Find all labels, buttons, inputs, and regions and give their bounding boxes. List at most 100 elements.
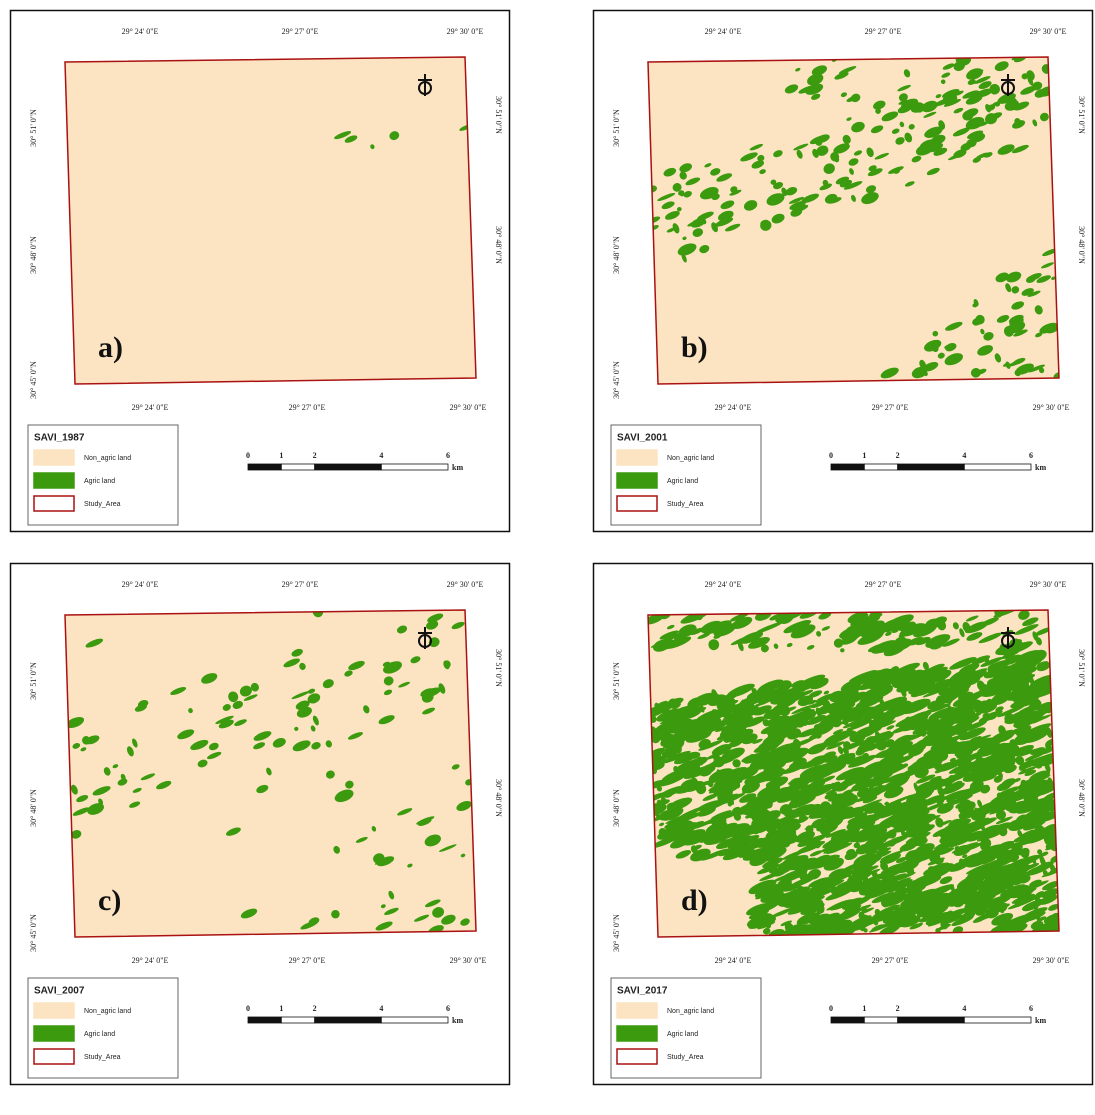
legend-swatch [617,1026,657,1041]
scale-segment [864,1017,897,1023]
scale-segment [315,464,382,470]
figure: 29° 24' 0"E 29° 27' 0"E 29° 30' 0"E 29° 24'… [0,0,1095,1110]
top-tick-label: 29° 30' 0"E [447,27,484,36]
left-tick-label: 30° 45' 0"N [612,914,621,952]
left-tick-label: 30° 45' 0"N [29,914,38,952]
scale-label: 0 [829,451,833,460]
legend-item: Study_Area [84,1054,121,1061]
scale-segment [831,1017,864,1023]
bottom-tick-label: 29° 24' 0"E [715,956,752,965]
map-panel: 29° 24' 0"E 29° 27' 0"E 29° 30' 0"E 29° 24'… [594,11,1093,532]
left-tick-label: 30° 45' 0"N [29,361,38,399]
scale-label: 2 [313,1004,317,1013]
top-tick-label: 29° 27' 0"E [865,27,902,36]
legend-item: Non_agric land [667,1008,714,1015]
scale-segment [964,1017,1031,1023]
bottom-tick-label: 29° 27' 0"E [289,956,326,965]
bottom-tick-label: 29° 27' 0"E [872,403,909,412]
legend-swatch [617,496,657,511]
scale-label: 0 [246,451,250,460]
panel-label: b) [681,331,708,364]
scale-segment [315,1017,382,1023]
left-tick-label: 30° 48' 0"N [612,789,621,827]
scale-segment [381,1017,448,1023]
scale-label: 1 [279,451,283,460]
legend-title: SAVI_2017 [617,986,668,997]
right-tick-label: 30° 48' 0"N [494,226,503,264]
bottom-tick-label: 29° 27' 0"E [872,956,909,965]
top-tick-label: 29° 24' 0"E [705,580,742,589]
legend-swatch [34,1049,74,1064]
top-tick-label: 29° 27' 0"E [865,580,902,589]
left-tick-label: 30° 51' 0"N [29,109,38,147]
right-tick-label: 30° 48' 0"N [1077,226,1086,264]
legend-title: SAVI_2007 [34,986,85,997]
right-tick-label: 30° 51' 0"N [494,96,503,134]
scale-unit: km [452,463,463,472]
right-tick-label: 30° 48' 0"N [494,779,503,817]
scale-label: 1 [279,1004,283,1013]
bottom-tick-label: 29° 30' 0"E [1033,403,1070,412]
bottom-tick-label: 29° 27' 0"E [289,403,326,412]
legend-item: Agric land [84,478,115,485]
legend-swatch [34,1003,74,1018]
top-tick-label: 29° 27' 0"E [282,27,319,36]
legend-swatch [617,1003,657,1018]
scale-label: 4 [379,451,383,460]
scale-label: 4 [379,1004,383,1013]
left-tick-label: 30° 48' 0"N [29,236,38,274]
scale-label: 2 [896,451,900,460]
legend-swatch [617,450,657,465]
legend-item: Non_agric land [84,1008,131,1015]
scale-label: 0 [246,1004,250,1013]
left-tick-label: 30° 51' 0"N [612,662,621,700]
scale-segment [964,464,1031,470]
top-tick-label: 29° 30' 0"E [447,580,484,589]
scale-label: 4 [962,1004,966,1013]
left-tick-label: 30° 48' 0"N [29,789,38,827]
panel-label: c) [98,884,121,917]
legend-swatch [34,496,74,511]
bottom-tick-label: 29° 24' 0"E [715,403,752,412]
map-panel: 29° 24' 0"E29° 27' 0"E29° 30' 0"E29° 24'… [11,564,510,1085]
legend-swatch [34,1026,74,1041]
bottom-tick-label: 29° 30' 0"E [450,956,487,965]
scale-segment [864,464,897,470]
scale-label: 4 [962,451,966,460]
left-tick-label: 30° 48' 0"N [612,236,621,274]
right-tick-label: 30° 51' 0"N [1077,96,1086,134]
panel-label: d) [681,884,708,917]
right-tick-label: 30° 51' 0"N [1077,649,1086,687]
scale-segment [898,464,965,470]
scale-segment [281,464,314,470]
scale-unit: km [1035,463,1046,472]
top-tick-label: 29° 30' 0"E [1030,580,1067,589]
bottom-tick-label: 29° 24' 0"E [132,956,169,965]
scale-unit: km [452,1016,463,1025]
right-tick-label: 30° 51' 0"N [494,649,503,687]
scale-label: 6 [1029,1004,1033,1013]
scale-label: 2 [896,1004,900,1013]
scale-label: 6 [446,451,450,460]
legend-item: Study_Area [667,1054,704,1061]
bottom-tick-label: 29° 30' 0"E [1033,956,1070,965]
non-agric-area [65,57,476,384]
scale-segment [248,464,281,470]
scale-label: 6 [1029,451,1033,460]
scale-segment [248,1017,281,1023]
legend-item: Agric land [667,1031,698,1038]
scale-label: 0 [829,1004,833,1013]
scale-segment [381,464,448,470]
scale-unit: km [1035,1016,1046,1025]
bottom-tick-label: 29° 30' 0"E [450,403,487,412]
legend-item: Agric land [667,478,698,485]
legend-swatch [34,450,74,465]
panel-label: a) [98,331,123,364]
top-tick-label: 29° 24' 0"E [122,27,159,36]
bottom-tick-label: 29° 24' 0"E [132,403,169,412]
legend-item: Study_Area [667,501,704,508]
scale-segment [898,1017,965,1023]
scale-segment [831,464,864,470]
right-tick-label: 30° 48' 0"N [1077,779,1086,817]
top-tick-label: 29° 24' 0"E [705,27,742,36]
